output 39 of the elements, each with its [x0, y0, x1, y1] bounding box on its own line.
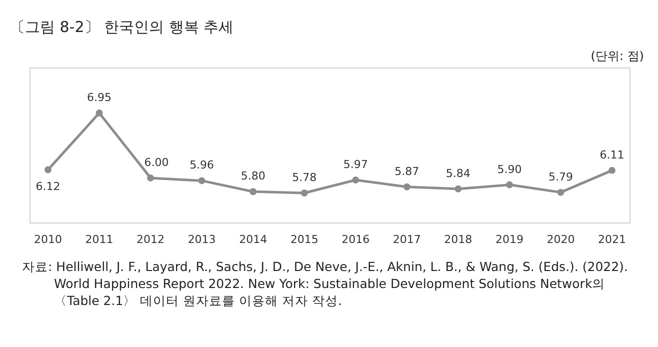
x-tick-label: 2012 [136, 233, 165, 246]
x-tick-label: 2010 [34, 233, 62, 246]
data-label: 5.90 [497, 162, 522, 176]
x-tick-label: 2011 [85, 233, 114, 246]
point [44, 166, 52, 174]
x-tick-label: 2017 [392, 233, 421, 246]
point [300, 190, 308, 196]
point [198, 177, 206, 184]
point [352, 176, 360, 184]
x-tick-label: 2013 [188, 233, 216, 246]
point [454, 185, 462, 192]
x-tick-label: 2015 [290, 233, 318, 246]
data-label: 5.96 [190, 158, 214, 172]
x-tick-label: 2019 [495, 233, 524, 246]
point [250, 188, 257, 196]
point [557, 188, 564, 196]
x-tick-label: 2021 [598, 233, 626, 246]
x-tick-label: 2018 [444, 233, 472, 246]
point [506, 181, 513, 188]
data-label: 6.11 [600, 148, 624, 162]
point [96, 110, 103, 116]
data-label: 5.79 [548, 170, 573, 184]
data-label: 5.84 [446, 166, 470, 180]
x-tick-label: 2020 [546, 233, 575, 246]
data-label: 5.78 [292, 171, 317, 184]
text: 자료: Helliwell, J. F., Layard, R., Sachs, J. D., De Neve, J.-E., Aknin, L. B., & Wang, S. (Eds.). (2022). World Happiness Report 2022. New York: Sustainable Development Solutions Network의 〈Table 2.1〉 데이터 원자료를 이용해 저자 작성. [22, 258, 629, 309]
data-label: 6.00 [144, 156, 169, 169]
data-label: 5.80 [240, 170, 266, 183]
data-label: 6.12 [36, 180, 60, 193]
x-tick-label: 2016 [342, 233, 370, 246]
x-tick-label: 2014 [239, 233, 268, 246]
data-label: 5.97 [343, 158, 368, 172]
point [403, 183, 410, 190]
data-label: 5.87 [394, 164, 420, 178]
point [147, 174, 154, 182]
data-label: 6.95 [87, 91, 112, 104]
chart-title: 〔그림 8-2〕 한국인의 행복 추세 [10, 18, 234, 36]
chart-subtitle: (단위: 점) [590, 49, 644, 63]
point [608, 166, 616, 174]
